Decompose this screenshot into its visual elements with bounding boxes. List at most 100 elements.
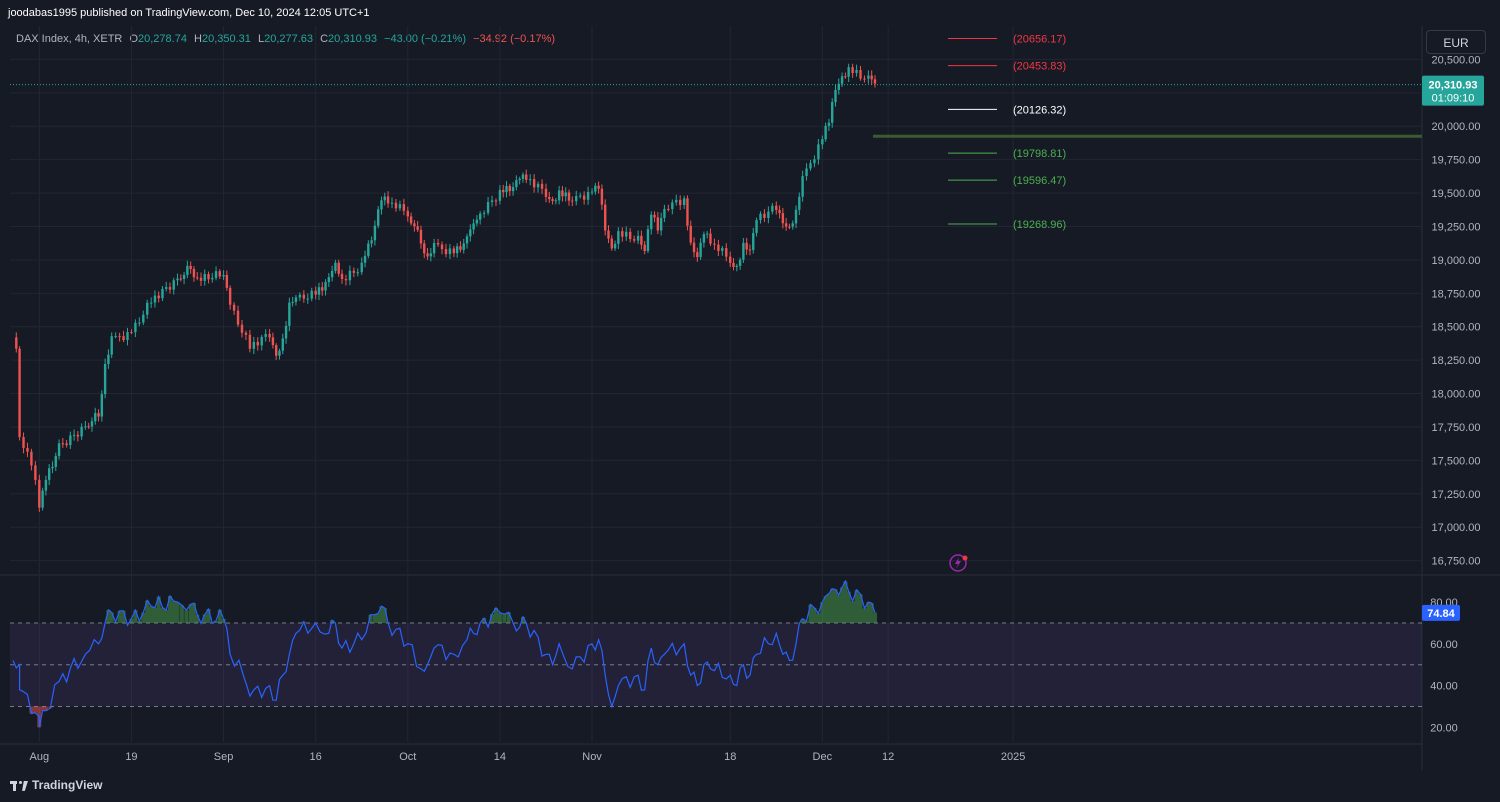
tradingview-icon <box>10 780 28 791</box>
candle-body <box>26 447 29 452</box>
candle-body <box>748 249 752 251</box>
low-label: L <box>257 33 265 45</box>
candle-body <box>330 270 334 278</box>
tradingview-logo[interactable]: TradingView <box>10 778 102 792</box>
candle-body <box>763 213 766 219</box>
candle-body <box>172 280 175 290</box>
candle-body <box>844 76 847 78</box>
candle-body <box>831 102 834 123</box>
price-tick-label: 17,000.00 <box>1432 522 1481 534</box>
candle-body <box>423 243 426 254</box>
candle-body <box>643 244 646 252</box>
candle-body <box>551 199 554 201</box>
candle-body <box>57 443 61 457</box>
candle-body <box>44 479 48 491</box>
level-label: (19798.81) <box>1013 148 1066 160</box>
candle-body <box>321 287 324 291</box>
time-tick-label: 14 <box>494 751 506 763</box>
currency-button[interactable]: EUR <box>1426 30 1486 54</box>
candle-body <box>367 243 370 256</box>
candle-body <box>314 290 317 295</box>
candle-body <box>222 275 225 277</box>
candle-body <box>505 185 508 193</box>
candle-body <box>76 434 80 437</box>
candle-body <box>100 394 104 417</box>
candle-body <box>590 191 594 193</box>
candle-body <box>646 229 650 252</box>
candle-body <box>51 466 54 469</box>
candle-body <box>306 298 309 300</box>
candle-body <box>781 213 785 224</box>
candle-body <box>291 301 294 303</box>
candle-body <box>855 69 858 74</box>
candle-body <box>18 348 21 364</box>
candle-body <box>54 456 57 467</box>
candle-body <box>196 277 199 279</box>
price-tick-label: 18,750.00 <box>1432 288 1481 300</box>
candle-body <box>478 213 482 220</box>
candle-body <box>271 337 275 346</box>
high-value: 20,350.31 <box>201 33 251 45</box>
candle-body <box>294 297 298 302</box>
candle-body <box>214 271 218 278</box>
candle-body <box>268 333 271 338</box>
candle-body <box>610 238 613 249</box>
candle-body <box>429 253 433 257</box>
candle-body <box>182 274 186 279</box>
candle-body <box>373 225 377 241</box>
candle-body <box>189 265 192 269</box>
candle-body <box>702 234 706 243</box>
open-label: O <box>129 33 139 45</box>
candle-body <box>575 196 578 202</box>
price-tick-label: 19,250.00 <box>1432 221 1481 233</box>
price-tick-label: 20,500.00 <box>1432 54 1481 66</box>
candle-body <box>225 275 229 288</box>
candle-body <box>432 243 436 254</box>
candle-body <box>494 200 498 202</box>
candle-body <box>528 179 532 181</box>
time-tick-label: 18 <box>724 751 736 763</box>
candle-body <box>61 443 65 445</box>
rsi-tick-label: 20.00 <box>1430 722 1458 734</box>
candle-body <box>813 159 816 164</box>
event-icon <box>949 554 967 572</box>
candle-body <box>281 338 284 351</box>
last-price-value: 20,310.93 <box>1429 80 1478 92</box>
time-tick-label: 2025 <box>1001 751 1025 763</box>
candle-body <box>298 294 302 298</box>
candle-body <box>571 200 574 202</box>
level-label: (19596.47) <box>1013 175 1066 187</box>
candle-body <box>502 189 505 193</box>
candle-body <box>38 483 41 508</box>
candle-body <box>153 295 157 303</box>
price-tick-label: 19,500.00 <box>1432 188 1481 200</box>
candle-body <box>713 243 716 245</box>
candle-body <box>383 196 386 201</box>
lightning-icon <box>955 557 961 569</box>
candle-body <box>114 336 117 338</box>
candle-body <box>653 214 656 218</box>
candle-body <box>650 214 653 230</box>
candle-body <box>778 210 781 214</box>
candle-body <box>240 324 244 333</box>
candle-body <box>597 185 600 189</box>
price-tick-label: 20,000.00 <box>1432 121 1481 133</box>
candle-body <box>827 122 831 126</box>
candle-body <box>452 248 456 254</box>
candle-body <box>157 295 160 299</box>
candle-body <box>363 255 367 263</box>
candle-body <box>18 363 21 438</box>
candle-body <box>729 256 732 263</box>
symbol-title[interactable]: DAX Index, 4h, XETR <box>16 33 123 45</box>
candle-body <box>278 350 281 356</box>
candle-body <box>863 78 866 80</box>
candle-body <box>260 336 263 346</box>
candle-body <box>791 223 794 227</box>
candle-body <box>578 195 582 197</box>
rsi-tick-label: 60.00 <box>1430 639 1458 651</box>
candle-body <box>540 183 544 189</box>
candle-body <box>604 204 607 231</box>
candle-body <box>176 278 179 281</box>
time-tick-label: 19 <box>125 751 137 763</box>
